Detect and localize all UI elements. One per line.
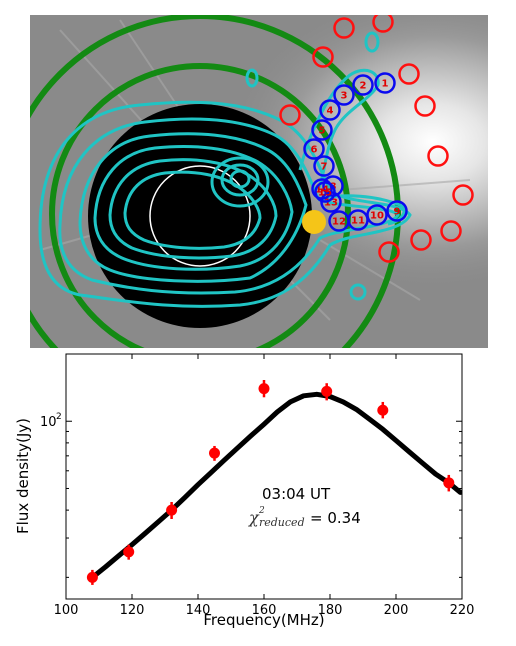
y-axis-label: Flux density(Jy) [14,418,32,534]
blue-marker-ring [333,84,355,106]
red-marker [372,15,394,33]
blue-marker-ring [386,200,408,222]
blue-marker: 9 [386,200,408,222]
data-points-layer [86,379,455,585]
point-marker [86,571,98,583]
y-tick-label: 10 2 [40,412,62,430]
red-marker [378,241,400,263]
red-marker [279,104,301,126]
x-tick-label: 220 [450,603,475,618]
blue-marker-ring [303,138,325,160]
x-tick-label: 100 [54,603,79,618]
blue-marker-label: 3 [341,91,348,102]
point-marker [209,447,220,459]
blue-marker-ring [374,72,396,94]
red-marker [414,95,436,117]
time-annotation: 03:04 UT [262,485,331,503]
blue-marker-label: 4 [327,106,334,117]
point-marker [443,477,455,489]
y-tick-exponent: 2 [56,412,62,422]
blue-marker-label: 11 [351,216,365,227]
blue-marker-ring [311,119,333,141]
x-tick-label: 160 [252,603,277,618]
blue-marker-label: 10 [370,211,384,222]
red-marker [398,63,420,85]
radio-contours [38,31,412,308]
blue-marker-label: 5 [319,126,326,137]
data-point [321,383,333,401]
blue-marker: 12 [328,210,350,232]
data-point [123,544,135,560]
blue-marker-label: 13 [324,198,338,209]
blue-marker-ring [313,155,335,177]
blue-marker-label: 6 [311,145,318,156]
blue-marker-label: 14 [315,185,329,196]
data-point [166,501,178,520]
data-point [209,445,220,461]
blue-marker: 14 [311,178,333,200]
sun-position-dot [302,210,326,234]
chi-value: = 0.34 [310,509,361,527]
blue-marker-ring [319,99,341,121]
fit-curve [89,391,462,580]
point-marker [166,504,178,516]
blue-marker-label: 2 [360,81,367,92]
solar-limb-circle [149,165,251,267]
x-axis-label: Frequency(MHz) [203,611,324,629]
blue-marker-label: 1 [382,79,389,90]
blue-marker-label: 15 [318,188,332,199]
blue-marker: 1 [374,72,396,94]
chi-superscript: 2 [258,506,265,516]
y-tick-base: 10 [40,415,57,430]
x-tick-label: 140 [186,603,211,618]
x-tick-label: 200 [384,603,409,618]
data-point [443,474,455,492]
blue-marker: 3 [333,84,355,106]
blue-marker-ring [314,181,336,203]
red-marker [440,220,462,242]
inner-green-ring [49,63,351,348]
red-marker [427,145,449,167]
red-markers [279,15,474,263]
blue-marker: 7 [313,155,335,177]
blue-marker-ring [352,74,374,96]
blue-marker-label: 9 [394,207,401,218]
blue-marker: 15 [314,181,336,203]
red-marker [333,17,355,39]
blue-marker-ring [328,210,350,232]
chi-squared-annotation: χ 2 reduced = 0.34 [248,506,361,529]
x-tick-label: 120 [120,603,145,618]
red-marker [312,46,334,68]
point-marker [123,546,135,558]
blue-marker: 2 [352,74,374,96]
blue-marker-ring [311,178,333,200]
blue-marker-label: 12 [332,217,346,228]
point-marker [258,383,270,395]
blue-marker: 5 [311,119,333,141]
data-point [86,569,98,585]
red-marker [452,184,474,206]
red-marker [410,229,432,251]
blue-marker-label: 7 [321,162,328,173]
blue-marker: 4 [319,99,341,121]
data-point [258,379,270,398]
chi-subscript: reduced [259,516,305,529]
chi-symbol: χ [248,508,260,527]
x-tick-label: 180 [318,603,343,618]
fit-curve-layer [89,391,462,580]
data-point [377,401,389,419]
blue-marker: 6 [303,138,325,160]
point-marker [321,385,333,397]
point-marker [377,404,389,416]
